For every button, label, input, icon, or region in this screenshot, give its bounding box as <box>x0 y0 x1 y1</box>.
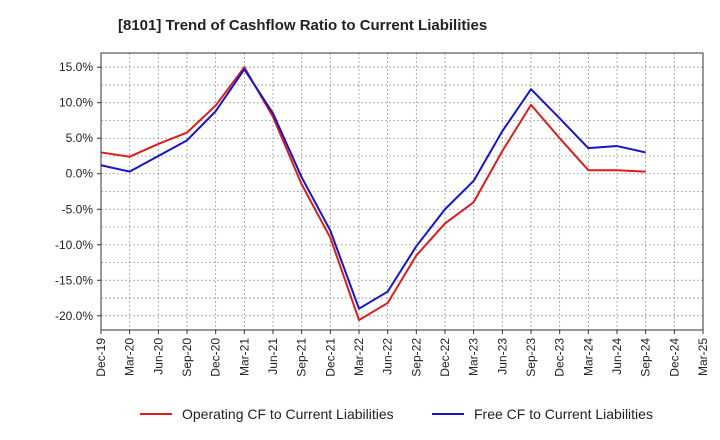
legend: Operating CF to Current Liabilities Free … <box>140 406 653 422</box>
x-tick-label: Sep-20 <box>180 338 194 377</box>
y-tick-label: 0.0% <box>66 167 94 181</box>
y-tick-label: 10.0% <box>59 96 93 110</box>
x-tick-label: Dec-23 <box>553 338 567 377</box>
free-cf-line <box>100 68 646 310</box>
series-lines <box>100 66 646 322</box>
x-tick-label: Dec-19 <box>94 338 108 377</box>
y-tick-label: 15.0% <box>59 60 93 74</box>
plot-frame <box>100 52 704 331</box>
x-tick-label: Sep-23 <box>524 338 538 377</box>
grid <box>100 53 704 330</box>
x-tick-label: Sep-22 <box>409 338 423 377</box>
y-tick-label: -20.0% <box>55 309 93 323</box>
y-tick-label: -5.0% <box>62 202 94 216</box>
x-tick-label: Jun-20 <box>151 338 165 375</box>
y-tick-label: -15.0% <box>55 273 93 287</box>
y-tick-label: -10.0% <box>55 238 93 252</box>
chart-title: [8101] Trend of Cashflow Ratio to Curren… <box>118 17 487 34</box>
y-tick-label: 5.0% <box>66 131 94 145</box>
x-tick-label: Sep-24 <box>639 338 653 377</box>
x-tick-label: Dec-22 <box>438 338 452 377</box>
legend-label: Operating CF to Current Liabilities <box>182 406 394 422</box>
x-tick-label: Mar-21 <box>237 338 251 376</box>
x-tick-label: Dec-21 <box>323 338 337 377</box>
axes: 15.0% 10.0% 5.0% 0.0% -5.0% -10.0% -15.0% -20.0… <box>55 52 710 377</box>
x-tick-label: Jun-23 <box>495 338 509 375</box>
x-tick-label: Dec-24 <box>667 338 681 377</box>
x-tick-label: Mar-20 <box>123 338 137 376</box>
x-tick-label: Jun-24 <box>610 338 624 375</box>
x-tick-label: Mar-23 <box>467 338 481 376</box>
x-tick-label: Mar-25 <box>696 338 710 376</box>
x-tick-label: Jun-22 <box>381 338 395 375</box>
x-tick-label: Mar-22 <box>352 338 366 376</box>
operating-cf-line <box>100 66 646 322</box>
legend-label: Free CF to Current Liabilities <box>474 406 653 422</box>
x-tick-label: Sep-21 <box>295 338 309 377</box>
x-tick-label: Jun-21 <box>266 338 280 375</box>
x-tick-label: Mar-24 <box>581 338 595 376</box>
x-tick-label: Dec-20 <box>209 338 223 377</box>
